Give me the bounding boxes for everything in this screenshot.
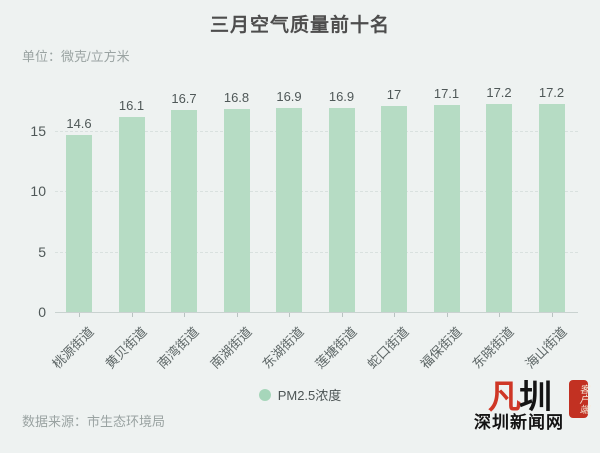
logo-mark-black-glyph: 圳 — [519, 378, 552, 415]
gridline — [55, 130, 578, 132]
bar-value-label: 17.2 — [538, 85, 565, 101]
bar — [381, 106, 407, 312]
x-axis-category-label: 海山街道 — [521, 324, 570, 372]
bar-value-label: 14.6 — [66, 116, 92, 132]
bar-value-label: 17 — [386, 87, 402, 103]
x-axis-tick — [394, 313, 395, 317]
bar — [171, 110, 197, 312]
x-axis-category-label: 蛇口街道 — [364, 324, 412, 372]
bar-value-label: 16.9 — [276, 88, 302, 104]
x-axis-tick — [341, 313, 343, 317]
logo-left-block: 凡圳 深圳新闻网 — [474, 380, 564, 432]
x-axis-category-label: 黄贝街道 — [101, 324, 150, 372]
gridline — [55, 251, 578, 253]
x-axis-tick — [184, 313, 185, 317]
x-axis-tick — [131, 313, 133, 317]
data-source-text: 数据来源：市生态环境局 — [22, 414, 166, 429]
bar — [328, 107, 355, 312]
x-axis-category-label: 东湖街道 — [259, 324, 307, 372]
x-axis-tick — [446, 313, 448, 317]
bar-value-label: 16.7 — [171, 91, 197, 107]
legend-dot-icon — [258, 388, 271, 401]
chart-title: 三月空气质量前十名 — [209, 15, 390, 36]
x-axis-category-label: 南湖街道 — [206, 324, 255, 372]
x-axis-category-label: 东晓街道 — [469, 324, 517, 372]
x-axis-category-label: 桃源街道 — [49, 324, 97, 372]
gridline — [55, 191, 578, 193]
chart-legend: PM2.5浓度 — [0, 385, 600, 404]
bar — [223, 108, 250, 312]
bar — [538, 104, 565, 312]
logo-mark-red-glyph: 凡 — [488, 378, 521, 415]
y-axis-tick-label: 5 — [38, 243, 46, 260]
y-axis-tick-label: 10 — [30, 183, 46, 200]
logo-mark: 凡圳 — [488, 378, 552, 415]
legend-label: PM2.5浓度 — [277, 388, 342, 403]
bar-value-label: 16.1 — [118, 98, 145, 114]
x-axis-line — [55, 312, 578, 313]
bar — [486, 104, 512, 312]
logo-site-name: 深圳新闻网 — [474, 413, 564, 432]
x-axis-tick — [499, 313, 500, 317]
y-axis-tick-label: 15 — [30, 122, 46, 139]
unit-label: 单位：微克/立方米 — [22, 49, 130, 64]
bar-value-label: 16.8 — [223, 89, 250, 105]
x-axis-tick — [289, 313, 290, 317]
shenzhen-news-logo: 凡圳 深圳新闻网 客户端 — [474, 380, 588, 432]
y-axis-tick-label: 0 — [38, 304, 46, 320]
x-axis-tick — [551, 313, 553, 317]
x-axis-tick — [236, 313, 238, 317]
bar — [66, 135, 92, 312]
bar-value-label: 17.1 — [433, 86, 460, 102]
x-axis-category-label: 莲塘街道 — [311, 324, 360, 372]
logo-client-badge: 客户端 — [569, 380, 588, 418]
x-axis-category-label: 南湾街道 — [154, 324, 202, 372]
bar — [118, 117, 145, 312]
bar-value-label: 16.9 — [328, 88, 355, 104]
bar — [433, 105, 460, 312]
bar — [276, 107, 302, 312]
bar-value-label: 17.2 — [486, 85, 512, 101]
x-axis-category-label: 福保街道 — [416, 324, 465, 372]
x-axis-tick — [79, 313, 80, 317]
